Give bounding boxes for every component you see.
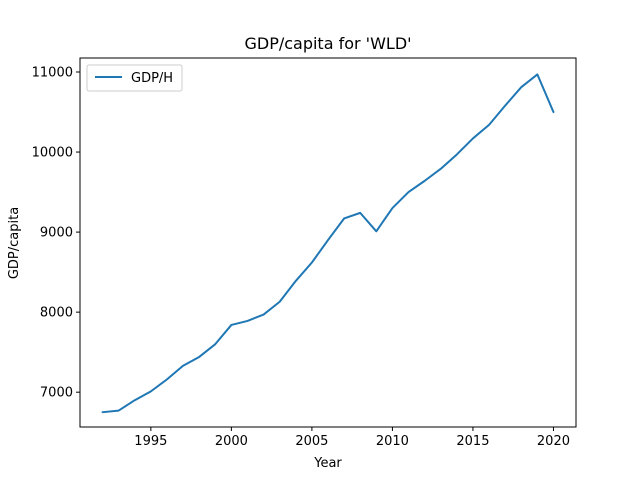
chart-title: GDP/capita for 'WLD' xyxy=(244,34,411,53)
y-tick-label: 11000 xyxy=(32,66,73,81)
x-tick-label: 1995 xyxy=(134,434,167,449)
legend-box xyxy=(86,64,183,92)
legend-label-gdp-h: GDP/H xyxy=(131,71,173,86)
y-tick-label: 8000 xyxy=(40,306,73,321)
x-tick-label: 2020 xyxy=(537,434,570,449)
x-tick-label: 2005 xyxy=(295,434,328,449)
x-axis-label: Year xyxy=(313,456,342,471)
series-layer xyxy=(101,73,555,414)
y-tick-label: 10000 xyxy=(32,146,73,161)
y-axis-label: GDP/capita xyxy=(7,207,22,279)
axis-ticks: 1995 2000 2005 2010 2015 2020 7000 8000 9000 1000… xyxy=(32,66,570,449)
x-tick-label: 2015 xyxy=(456,434,489,449)
x-tick-label: 2000 xyxy=(215,434,248,449)
plot-area-frame xyxy=(79,57,577,428)
series-line-gdp-h xyxy=(101,73,555,414)
x-tick-label: 2010 xyxy=(376,434,409,449)
legend: GDP/H xyxy=(86,64,183,92)
y-tick-label: 9000 xyxy=(40,226,73,241)
y-tick-label: 7000 xyxy=(40,386,73,401)
